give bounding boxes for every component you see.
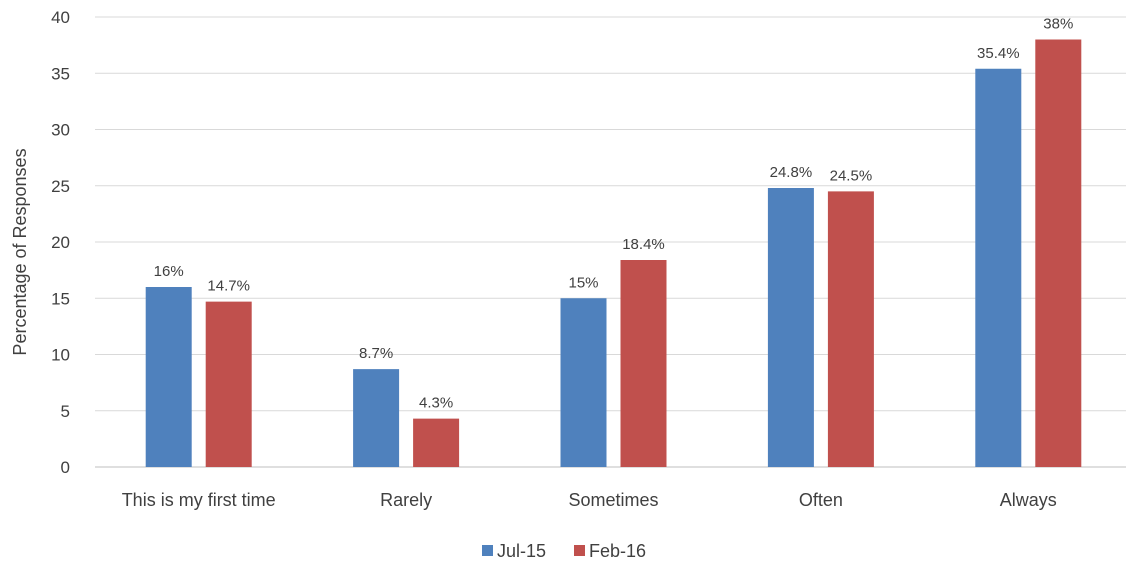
legend-swatch [574, 545, 585, 556]
y-axis-ticks: 0 5 10 15 20 25 30 35 40 [51, 8, 70, 477]
bar-feb-16-0 [205, 301, 252, 467]
y-tick-label: 20 [51, 233, 70, 252]
y-axis-title: Percentage of Responses [10, 148, 30, 355]
y-tick-label: 0 [61, 458, 70, 477]
bar-jul-15-1 [353, 369, 400, 467]
y-tick-label: 10 [51, 346, 70, 365]
data-label: 16% [154, 263, 184, 280]
y-tick-label: 25 [51, 177, 70, 196]
data-label: 15% [568, 274, 598, 291]
bar-jul-15-4 [975, 68, 1022, 467]
x-category-label: Always [1000, 490, 1057, 510]
data-label: 24.5% [830, 167, 873, 184]
y-tick-label: 15 [51, 289, 70, 308]
bar-jul-15-2 [560, 298, 607, 467]
x-category-label: This is my first time [122, 490, 276, 510]
data-label: 35.4% [977, 45, 1020, 62]
data-label: 8.7% [359, 345, 393, 362]
data-label: 18.4% [622, 236, 665, 253]
x-category-label: Rarely [380, 490, 432, 510]
data-label: 38% [1043, 16, 1073, 33]
y-tick-label: 40 [51, 8, 70, 27]
bar-feb-16-4 [1035, 39, 1082, 467]
data-label: 4.3% [419, 395, 453, 412]
data-labels: 16% 14.7% 8.7% 4.3% 15% 18.4% 24.8% 24.5% 35.4% 3… [154, 16, 1074, 412]
bar-jul-15-3 [767, 188, 814, 467]
bar-feb-16-3 [827, 191, 874, 467]
y-tick-label: 5 [61, 402, 70, 421]
y-tick-label: 35 [51, 64, 70, 83]
bars [145, 39, 1082, 467]
legend-label: Feb-16 [589, 541, 646, 561]
legend-swatch [482, 545, 493, 556]
y-tick-label: 30 [51, 121, 70, 140]
data-label: 14.7% [207, 278, 250, 295]
bar-feb-16-2 [620, 260, 667, 467]
x-axis-categories: This is my first time Rarely Sometimes Ofte… [122, 490, 1057, 510]
x-category-label: Often [799, 490, 843, 510]
bar-jul-15-0 [145, 287, 192, 467]
legend: Jul-15 Feb-16 [482, 541, 646, 561]
legend-label: Jul-15 [497, 541, 546, 561]
data-label: 24.8% [770, 164, 813, 181]
gridlines [95, 16, 1126, 468]
x-category-label: Sometimes [568, 490, 658, 510]
bar-feb-16-1 [413, 418, 460, 467]
